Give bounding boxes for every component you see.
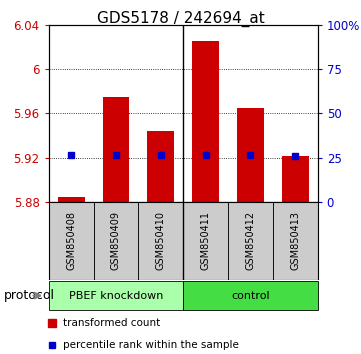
Bar [49,202,93,280]
Bar [49,281,183,310]
Text: transformed count: transformed count [63,318,160,329]
Text: GSM850408: GSM850408 [66,211,76,270]
Bar [93,202,138,280]
Bar [103,97,129,202]
Text: PBEF knockdown: PBEF knockdown [69,291,163,301]
Text: GSM850409: GSM850409 [111,211,121,270]
Bar [273,202,318,280]
Text: percentile rank within the sample: percentile rank within the sample [63,339,239,350]
Text: protocol: protocol [4,289,55,302]
Bar [183,281,318,310]
Bar [183,202,228,280]
Bar [147,131,174,202]
Bar [138,202,183,280]
Text: GSM850411: GSM850411 [201,211,210,270]
Bar [237,108,264,202]
Text: control: control [231,291,270,301]
Bar [228,202,273,280]
Text: GDS5178 / 242694_at: GDS5178 / 242694_at [97,11,264,27]
Text: GSM850412: GSM850412 [245,211,256,270]
Bar [58,197,84,202]
Bar [282,156,309,202]
Text: GSM850413: GSM850413 [290,211,300,270]
Text: GSM850410: GSM850410 [156,211,166,270]
Bar [192,41,219,202]
